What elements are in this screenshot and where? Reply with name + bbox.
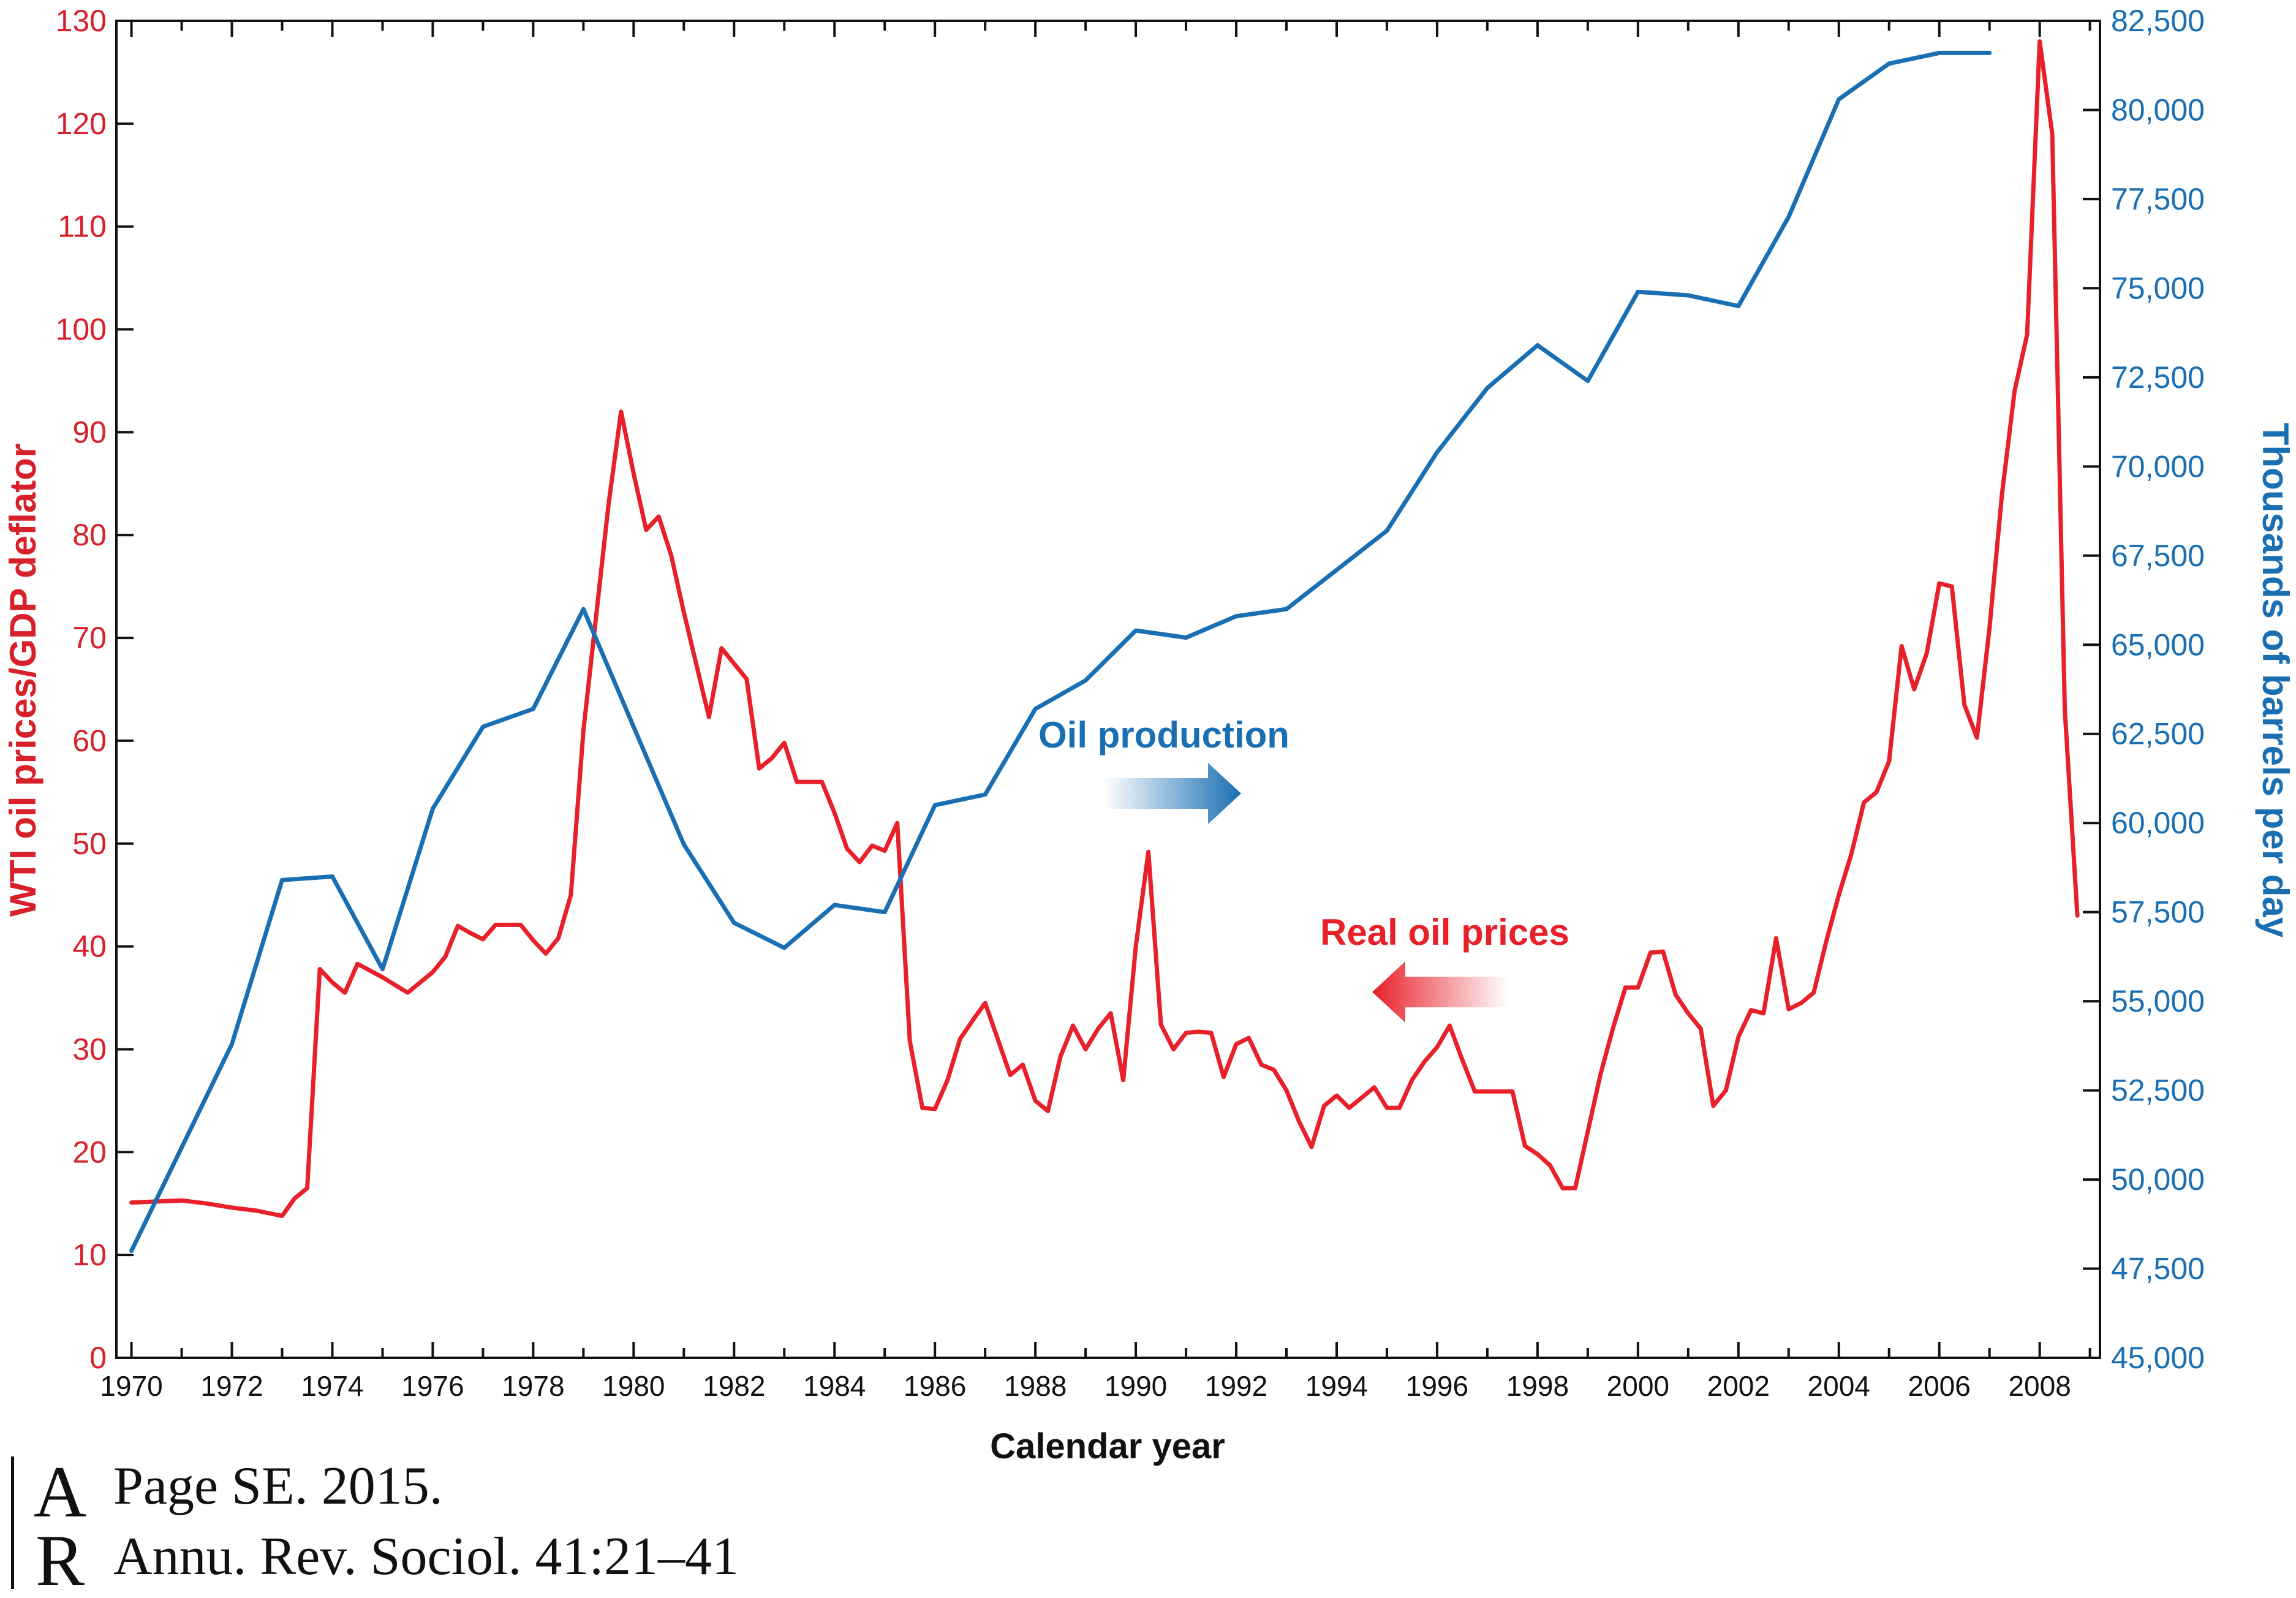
y-left-tick-label: 0 — [89, 1341, 107, 1375]
y-right-tick-label: 55,000 — [2111, 984, 2205, 1018]
x-tick-label: 1990 — [1105, 1370, 1167, 1402]
x-tick-label: 1972 — [200, 1370, 263, 1402]
annotation-real-oil-prices-label: Real oil prices — [1320, 912, 1569, 953]
y-left-tick-label: 20 — [72, 1135, 107, 1169]
y-right-tick-label: 67,500 — [2111, 539, 2205, 573]
citation-line-2: Annu. Rev. Sociol. 41:21–41 — [113, 1527, 739, 1586]
left-axis-title: WTI oil prices/GDP deflator — [2, 444, 43, 917]
y-right-tick-label: 45,000 — [2111, 1341, 2205, 1375]
y-left-tick-label: 40 — [72, 930, 107, 964]
y-right-tick-label: 72,500 — [2111, 360, 2205, 395]
citation-line-1: Page SE. 2015. — [113, 1456, 443, 1516]
series-layer — [129, 39, 2080, 1253]
x-tick-label: 2006 — [1908, 1370, 1971, 1402]
x-tick-label: 1992 — [1205, 1370, 1267, 1402]
plot-frame — [115, 20, 2101, 1359]
x-tick-label: 1988 — [1004, 1370, 1067, 1402]
oil-production-line — [129, 50, 1992, 1253]
x-tick-label: 1980 — [602, 1370, 665, 1402]
y-left-tick-label: 60 — [72, 724, 107, 758]
right-axis-title: Thousands of barrels per day — [2255, 423, 2296, 938]
annotation-oil-production-arrow — [1104, 763, 1241, 824]
y-right-tick-label: 80,000 — [2111, 93, 2205, 127]
svg-text:R: R — [36, 1520, 85, 1590]
svg-text:A: A — [34, 1455, 87, 1532]
y-right-tick-label: 57,500 — [2111, 895, 2205, 930]
x-tick-label: 1998 — [1506, 1370, 1569, 1402]
y-right-tick-label: 60,000 — [2111, 806, 2205, 840]
x-tick-label: 1984 — [803, 1370, 866, 1402]
x-tick-label: 1996 — [1406, 1370, 1468, 1402]
x-tick-label: 1970 — [100, 1370, 162, 1402]
x-tick-label: 2008 — [2008, 1370, 2071, 1402]
y-left-tick-label: 50 — [72, 827, 107, 861]
x-tick-label: 2002 — [1707, 1370, 1770, 1402]
y-left-tick-label: 90 — [72, 415, 107, 449]
y-right-tick-label: 50,000 — [2111, 1162, 2205, 1197]
axes — [115, 20, 2101, 1359]
annotation-oil-production-label: Oil production — [1038, 714, 1290, 755]
y-left-tick-label: 100 — [56, 312, 107, 347]
y-right-tick-label: 77,500 — [2111, 182, 2205, 216]
y-right-tick-label: 62,500 — [2111, 717, 2205, 751]
y-right-tick-label: 82,500 — [2111, 4, 2205, 38]
y-right-tick-label: 65,000 — [2111, 627, 2205, 662]
y-right-tick-label: 75,000 — [2111, 271, 2205, 305]
x-axis-title: Calendar year — [990, 1426, 1225, 1466]
x-tick-label: 1986 — [904, 1370, 966, 1402]
y-right-tick-label: 52,500 — [2111, 1074, 2205, 1108]
annotation-real-oil-prices: Real oil prices — [1320, 912, 1569, 1023]
annual-reviews-logo: A R — [11, 1455, 87, 1590]
annotation-real-oil-prices-arrow — [1372, 961, 1508, 1023]
x-tick-label: 1976 — [401, 1370, 464, 1402]
y-left-tick-label: 120 — [56, 107, 107, 141]
y-left-tick-label: 80 — [72, 518, 107, 552]
x-tick-label: 1978 — [502, 1370, 564, 1402]
ticks: 0 10 20 30 40 50 60 70 80 90 100 110 120 130 45,000 47,… — [56, 4, 2205, 1402]
y-left-tick-label: 70 — [72, 621, 107, 655]
annotation-oil-production: Oil production — [1038, 714, 1290, 824]
y-right-tick-label: 70,000 — [2111, 449, 2205, 483]
x-tick-label: 2000 — [1607, 1370, 1669, 1402]
y-left-tick-label: 10 — [72, 1238, 107, 1272]
real-oil-prices-line — [129, 39, 2080, 1218]
y-left-tick-label: 130 — [56, 4, 107, 38]
y-right-tick-label: 47,500 — [2111, 1252, 2205, 1286]
x-tick-label: 1994 — [1305, 1370, 1368, 1402]
x-tick-label: 2004 — [1808, 1370, 1870, 1402]
x-tick-label: 1982 — [703, 1370, 765, 1402]
x-tick-label: 1974 — [301, 1370, 363, 1402]
y-left-tick-label: 30 — [72, 1032, 107, 1066]
y-left-tick-label: 110 — [58, 210, 107, 244]
